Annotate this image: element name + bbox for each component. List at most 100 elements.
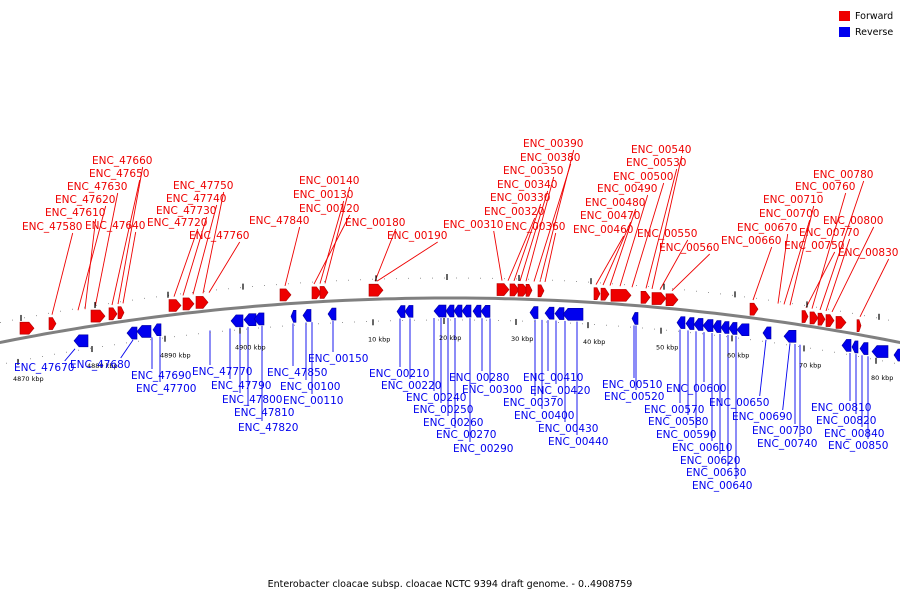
reverse-gene-label[interactable]: ENC_47820 [238, 422, 298, 434]
reverse-gene-label[interactable]: ENC_00510 [602, 379, 662, 391]
reverse-gene-label[interactable]: ENC_00280 [449, 372, 509, 384]
reverse-gene-feature[interactable] [841, 339, 852, 352]
reverse-gene-label[interactable]: ENC_00220 [381, 380, 441, 392]
reverse-gene-label[interactable]: ENC_00570 [644, 404, 704, 416]
reverse-gene-feature[interactable] [702, 319, 714, 332]
reverse-gene-label[interactable]: ENC_00290 [453, 443, 513, 455]
forward-gene-feature[interactable] [517, 283, 529, 297]
reverse-gene-label[interactable]: ENC_47700 [136, 383, 196, 395]
forward-gene-label[interactable]: ENC_00460 [573, 224, 633, 236]
reverse-gene-feature[interactable] [253, 312, 265, 326]
reverse-gene-feature[interactable] [152, 323, 162, 337]
reverse-gene-feature[interactable] [290, 310, 297, 323]
reverse-gene-feature[interactable] [736, 323, 750, 337]
reverse-gene-label[interactable]: ENC_47770 [192, 366, 252, 378]
forward-gene-feature[interactable] [525, 284, 533, 297]
forward-gene-label[interactable]: ENC_00340 [497, 179, 557, 191]
reverse-gene-label[interactable]: ENC_00630 [686, 467, 746, 479]
forward-gene-label[interactable]: ENC_47650 [89, 168, 149, 180]
reverse-gene-feature[interactable] [480, 304, 491, 318]
reverse-gene-label[interactable]: ENC_00270 [436, 429, 496, 441]
forward-gene-label[interactable]: ENC_00330 [490, 192, 550, 204]
forward-gene-label[interactable]: ENC_00480 [585, 197, 645, 209]
reverse-gene-feature[interactable] [243, 313, 257, 327]
forward-gene-label[interactable]: ENC_00130 [293, 189, 353, 201]
forward-gene-label[interactable]: ENC_47580 [22, 221, 82, 233]
reverse-gene-feature[interactable] [396, 305, 406, 318]
reverse-gene-label[interactable]: ENC_00300 [462, 384, 522, 396]
forward-gene-feature[interactable] [311, 286, 322, 300]
forward-gene-feature[interactable] [48, 317, 57, 330]
reverse-gene-feature[interactable] [762, 326, 772, 340]
forward-gene-feature[interactable] [593, 287, 601, 301]
reverse-gene-feature[interactable] [562, 307, 584, 321]
forward-gene-feature[interactable] [537, 284, 545, 298]
reverse-gene-label[interactable]: ENC_00600 [666, 383, 726, 395]
reverse-gene-label[interactable]: ENC_00410 [523, 372, 583, 384]
reverse-gene-feature[interactable] [693, 318, 704, 331]
forward-gene-feature[interactable] [600, 287, 610, 301]
reverse-gene-feature[interactable] [554, 307, 565, 320]
forward-gene-label[interactable]: ENC_00190 [387, 230, 447, 242]
forward-gene-feature[interactable] [195, 296, 209, 309]
forward-gene-feature[interactable] [368, 283, 384, 297]
forward-gene-label[interactable]: ENC_00140 [299, 175, 359, 187]
reverse-gene-feature[interactable] [472, 304, 482, 318]
forward-gene-feature[interactable] [19, 321, 35, 335]
reverse-gene-label[interactable]: ENC_47810 [234, 407, 294, 419]
forward-gene-feature[interactable] [801, 310, 809, 323]
forward-gene-label[interactable]: ENC_47610 [45, 207, 105, 219]
reverse-gene-feature[interactable] [631, 312, 639, 325]
reverse-gene-label[interactable]: ENC_47850 [267, 367, 327, 379]
forward-gene-label[interactable]: ENC_47630 [67, 181, 127, 193]
forward-gene-label[interactable]: ENC_47750 [173, 180, 233, 192]
reverse-gene-label[interactable]: ENC_00100 [280, 381, 340, 393]
forward-gene-label[interactable]: ENC_00750 [784, 240, 844, 252]
forward-gene-feature[interactable] [640, 291, 651, 304]
reverse-gene-feature[interactable] [73, 334, 89, 348]
reverse-gene-label[interactable]: ENC_00850 [828, 440, 888, 452]
reverse-gene-label[interactable]: ENC_47690 [131, 370, 191, 382]
reverse-gene-label[interactable]: ENC_00520 [604, 391, 664, 403]
forward-gene-feature[interactable] [319, 286, 329, 299]
forward-gene-label[interactable]: ENC_00760 [795, 181, 855, 193]
forward-gene-label[interactable]: ENC_47840 [249, 215, 309, 227]
reverse-gene-feature[interactable] [529, 306, 539, 319]
reverse-gene-label[interactable]: ENC_00840 [824, 428, 884, 440]
reverse-gene-label[interactable]: ENC_00610 [672, 442, 732, 454]
reverse-gene-feature[interactable] [461, 304, 472, 318]
reverse-gene-label[interactable]: ENC_00740 [757, 438, 817, 450]
reverse-gene-label[interactable]: ENC_00580 [648, 416, 708, 428]
forward-gene-feature[interactable] [749, 302, 759, 316]
reverse-gene-label[interactable]: ENC_00650 [709, 397, 769, 409]
forward-gene-feature[interactable] [90, 309, 106, 323]
forward-gene-label[interactable]: ENC_00500 [613, 171, 673, 183]
forward-gene-label[interactable]: ENC_00560 [659, 242, 719, 254]
reverse-gene-feature[interactable] [126, 326, 138, 340]
forward-gene-label[interactable]: ENC_47660 [92, 155, 152, 167]
forward-gene-label[interactable]: ENC_47720 [147, 217, 207, 229]
forward-gene-feature[interactable] [279, 288, 292, 302]
forward-gene-feature[interactable] [108, 307, 118, 321]
forward-gene-label[interactable]: ENC_00540 [631, 144, 691, 156]
forward-gene-label[interactable]: ENC_00780 [813, 169, 873, 181]
reverse-gene-label[interactable]: ENC_00590 [656, 429, 716, 441]
forward-gene-label[interactable]: ENC_00530 [626, 157, 686, 169]
reverse-gene-label[interactable]: ENC_47670 [14, 362, 74, 374]
reverse-gene-label[interactable]: ENC_00620 [680, 455, 740, 467]
forward-gene-feature[interactable] [817, 312, 826, 326]
reverse-gene-label[interactable]: ENC_00640 [692, 480, 752, 492]
forward-gene-label[interactable]: ENC_00670 [737, 222, 797, 234]
reverse-gene-label[interactable]: ENC_00690 [732, 411, 792, 423]
reverse-gene-label[interactable]: ENC_00210 [369, 368, 429, 380]
forward-gene-feature[interactable] [182, 297, 195, 311]
forward-gene-feature[interactable] [665, 293, 679, 307]
reverse-gene-label[interactable]: ENC_00440 [548, 436, 608, 448]
reverse-gene-label[interactable]: ENC_00260 [423, 417, 483, 429]
reverse-gene-label[interactable]: ENC_00240 [406, 392, 466, 404]
forward-gene-label[interactable]: ENC_00710 [763, 194, 823, 206]
forward-gene-label[interactable]: ENC_00770 [799, 227, 859, 239]
forward-gene-feature[interactable] [168, 299, 182, 312]
forward-gene-label[interactable]: ENC_47640 [85, 220, 145, 232]
reverse-gene-feature[interactable] [851, 340, 859, 354]
